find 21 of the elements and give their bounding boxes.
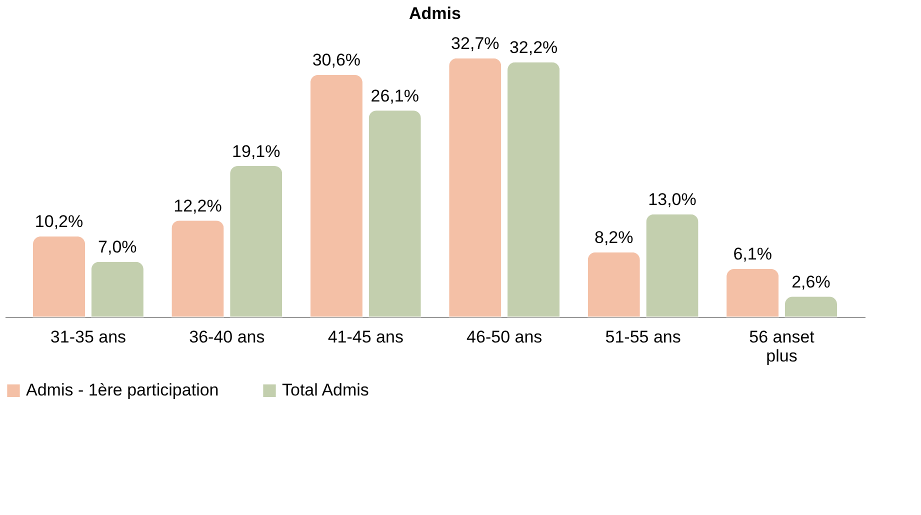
data-label: 12,2% xyxy=(174,196,222,216)
legend-label: Total Admis xyxy=(282,380,369,400)
data-label: 10,2% xyxy=(34,212,84,232)
data-label: 32,2% xyxy=(509,38,558,58)
data-label: 7,0% xyxy=(98,238,137,257)
x-tick-label: 56 anset plus xyxy=(749,328,815,366)
data-label: 8,2% xyxy=(594,228,634,248)
data-label: 6,1% xyxy=(733,244,772,264)
x-tick-label: 36-40 ans xyxy=(189,328,265,346)
data-label: 32,7% xyxy=(451,34,500,54)
chart-title: Admis xyxy=(409,4,461,23)
data-label: 2,6% xyxy=(792,272,830,292)
x-tick-label: 51-55 ans xyxy=(605,328,681,346)
data-label: 13,0% xyxy=(648,190,696,210)
data-label: 26,1% xyxy=(370,86,419,106)
x-tick-label: 41-45 ans xyxy=(328,328,404,346)
x-tick-label: 31-35 ans xyxy=(50,328,126,346)
data-label: 30,6% xyxy=(312,50,361,70)
x-tick-label: 46-50 ans xyxy=(466,328,542,346)
data-label: 19,1% xyxy=(232,142,280,161)
legend-label: Admis - 1ère participation xyxy=(26,380,219,400)
